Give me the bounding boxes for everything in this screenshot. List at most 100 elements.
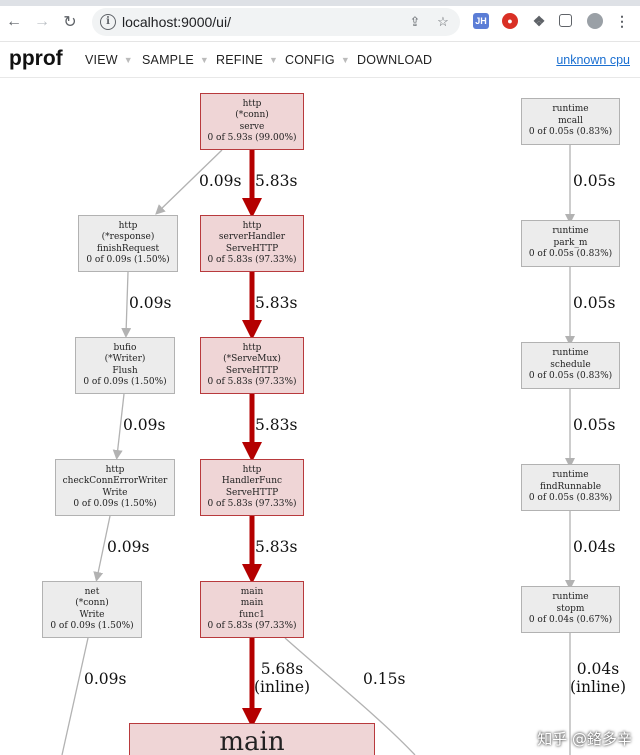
node-runtime-park-m[interactable]: runtime park_m 0 of 0.05s (0.83%) (521, 220, 620, 267)
node-server-handler[interactable]: http serverHandler ServeHTTP 0 of 5.83s … (200, 215, 304, 272)
edge-label: 0.09s (84, 670, 127, 688)
more-vert-icon[interactable]: ⋮ (615, 13, 629, 29)
edge-serve-finish[interactable] (155, 149, 223, 215)
site-info-icon[interactable]: i (100, 14, 116, 30)
edge-label: 0.04s (573, 538, 616, 556)
node-line: http (105, 464, 125, 475)
node-http-conn-serve[interactable]: http (*conn) serve 0 of 5.93s (99.00%) (200, 93, 304, 150)
node-line: main (240, 598, 264, 608)
node-line: 0 of 5.83s (97.33%) (207, 621, 297, 631)
edge-label: 5.83s (255, 172, 298, 190)
node-runtime-mcall[interactable]: runtime mcall 0 of 0.05s (0.83%) (521, 98, 620, 145)
menu-view-label: VIEW (85, 53, 118, 67)
node-line: http (118, 220, 138, 231)
edge-bufio-check[interactable] (112, 393, 125, 460)
edge-label-line: 0.04s (576, 660, 620, 678)
edge-finish-bufio[interactable] (121, 271, 132, 338)
node-line: 0 of 0.05s (0.83%) (528, 493, 613, 504)
node-line: (*response) (101, 232, 155, 242)
forward-arrow-icon[interactable]: → (34, 13, 50, 30)
menu-download[interactable]: DOWNLOAD (357, 53, 433, 67)
node-line: (*conn) (235, 110, 269, 120)
node-line: stopm (556, 603, 585, 614)
jh-extension-icon[interactable]: JH (473, 13, 489, 29)
bookmark-star-icon[interactable]: ☆ (437, 14, 449, 29)
node-line: mcall (558, 115, 583, 126)
node-line: 0 of 0.04s (0.67%) (528, 615, 613, 626)
node-check-conn-error-writer[interactable]: http checkConnErrorWriter Write 0 of 0.0… (55, 459, 175, 516)
node-line: finishRequest (96, 243, 160, 254)
profile-avatar-icon[interactable] (587, 13, 603, 29)
reload-icon[interactable]: ↻ (63, 14, 77, 31)
edge-label: 5.83s (255, 294, 298, 312)
puzzle-extensions-icon[interactable]: ❖ (532, 13, 546, 29)
node-bufio-flush[interactable]: bufio (*Writer) Flush 0 of 0.09s (1.50%) (75, 337, 175, 394)
node-line: runtime (552, 104, 589, 115)
node-line: 0 of 5.83s (97.33%) (207, 499, 297, 509)
node-line: 0 of 5.93s (99.00%) (207, 133, 297, 143)
node-line: http (242, 342, 262, 353)
edge-label: 0.05s (573, 172, 616, 190)
node-runtime-findrunnable[interactable]: runtime findRunnable 0 of 0.05s (0.83%) (521, 464, 620, 511)
node-runtime-stopm[interactable]: runtime stopm 0 of 0.04s (0.67%) (521, 586, 620, 633)
menu-config-label: CONFIG (285, 53, 335, 67)
edge-label: 0.09s (107, 538, 150, 556)
node-line: Write (79, 609, 105, 620)
caret-down-icon: ▼ (123, 55, 133, 65)
node-line: ServeHTTP (225, 243, 279, 254)
node-line: ServeHTTP (225, 487, 279, 498)
node-line: schedule (550, 359, 591, 370)
node-servemux[interactable]: http (*ServeMux) ServeHTTP 0 of 5.83s (9… (200, 337, 304, 394)
edge-label: 0.09s (199, 172, 242, 190)
node-line: 0 of 0.09s (1.50%) (73, 499, 157, 509)
edge-label-inline: 5.68s (inline) (254, 660, 310, 696)
app-title: pprof (9, 47, 63, 70)
side-panel-icon[interactable] (559, 14, 572, 27)
node-net-conn-write[interactable]: net (*conn) Write 0 of 0.09s (1.50%) (42, 581, 142, 638)
back-arrow-icon[interactable]: ← (6, 13, 22, 30)
edge-label-inline: 0.04s (inline) (570, 660, 626, 696)
node-line: http (242, 220, 262, 231)
node-line: 0 of 0.09s (1.50%) (83, 377, 167, 387)
node-main-func1[interactable]: main main func1 0 of 5.83s (97.33%) (200, 581, 304, 638)
node-line: HandlerFunc (221, 476, 283, 486)
share-icon[interactable]: ⇪ (409, 14, 421, 29)
node-main-big[interactable]: main (129, 723, 375, 755)
node-line: findRunnable (539, 481, 602, 492)
node-runtime-schedule[interactable]: runtime schedule 0 of 0.05s (0.83%) (521, 342, 620, 389)
node-line: main (240, 586, 264, 597)
edge-check-net[interactable] (93, 515, 111, 582)
menu-refine[interactable]: REFINE ▼ (216, 53, 278, 67)
node-line: (*conn) (75, 598, 109, 608)
edge-net-out[interactable] (61, 637, 89, 755)
node-line: runtime (552, 470, 589, 481)
menu-sample-label: SAMPLE (142, 53, 194, 67)
menu-sample[interactable]: SAMPLE ▼ (142, 53, 209, 67)
edge-label: 5.83s (255, 538, 298, 556)
call-graph[interactable]: http (*conn) serve 0 of 5.93s (99.00%) h… (0, 78, 640, 755)
node-line: (*ServeMux) (223, 354, 281, 364)
node-line: main (219, 727, 285, 755)
address-bar[interactable]: i localhost:9000/ui/ ⇪ ☆ (92, 8, 460, 36)
node-line: checkConnErrorWriter (62, 476, 168, 486)
red-extension-icon[interactable]: ● (502, 13, 518, 29)
edge-main-other[interactable] (284, 637, 416, 755)
node-line: net (84, 586, 100, 597)
node-handlerfunc[interactable]: http HandlerFunc ServeHTTP 0 of 5.83s (9… (200, 459, 304, 516)
node-line: Write (102, 487, 128, 498)
profile-type-link[interactable]: unknown cpu (556, 53, 630, 67)
address-url[interactable]: localhost:9000/ui/ (122, 14, 231, 30)
node-line: func1 (239, 609, 265, 620)
menu-view[interactable]: VIEW ▼ (85, 53, 133, 67)
edge-label: 0.05s (573, 294, 616, 312)
edge-label: 0.05s (573, 416, 616, 434)
node-line: park_m (553, 237, 588, 248)
node-finish-request[interactable]: http (*response) finishRequest 0 of 0.09… (78, 215, 178, 272)
node-line: 0 of 5.83s (97.33%) (207, 377, 297, 387)
node-line: runtime (552, 348, 589, 359)
caret-down-icon: ▼ (269, 55, 279, 65)
node-line: bufio (113, 342, 137, 353)
node-line: 0 of 0.05s (0.83%) (528, 127, 613, 138)
menu-config[interactable]: CONFIG ▼ (285, 53, 350, 67)
edge-label: 0.09s (123, 416, 166, 434)
